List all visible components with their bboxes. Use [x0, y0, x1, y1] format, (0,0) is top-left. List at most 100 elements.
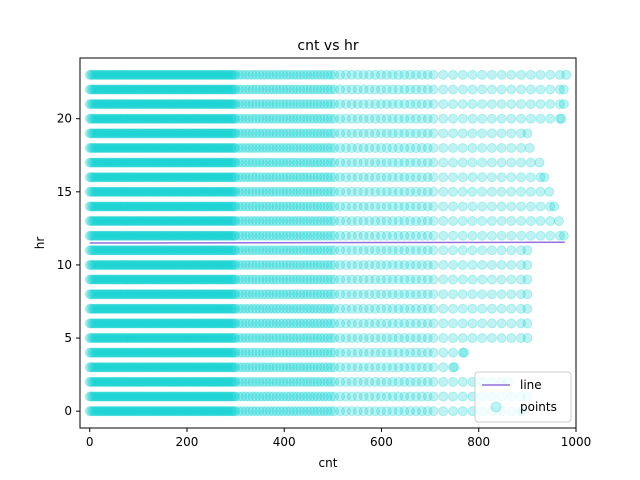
scatter-point — [261, 391, 272, 402]
scatter-point — [457, 172, 468, 183]
scatter-point — [298, 347, 309, 358]
scatter-point — [144, 406, 155, 417]
scatter-point — [438, 230, 449, 241]
scatter-point — [393, 303, 404, 314]
scatter-point — [195, 303, 206, 314]
scatter-point — [94, 391, 105, 402]
scatter-point — [166, 318, 177, 329]
scatter-point — [223, 362, 234, 373]
scatter-point — [87, 303, 98, 314]
scatter-point — [244, 376, 255, 387]
scatter-point — [220, 333, 231, 344]
scatter-point — [271, 362, 282, 373]
scatter-point — [218, 333, 229, 344]
scatter-point — [534, 157, 545, 168]
scatter-point — [218, 376, 229, 387]
scatter-point — [220, 391, 231, 402]
scatter-point — [134, 362, 145, 373]
scatter-point — [285, 333, 296, 344]
scatter-point — [178, 318, 189, 329]
scatter-point — [422, 347, 433, 358]
scatter-point — [428, 113, 439, 124]
scatter-point — [166, 303, 177, 314]
scatter-point — [506, 333, 517, 344]
scatter-point — [268, 406, 279, 417]
scatter-point — [86, 406, 97, 417]
scatter-point — [96, 362, 107, 373]
scatter-point — [135, 318, 146, 329]
scatter-point — [268, 303, 279, 314]
scatter-point — [539, 172, 550, 183]
scatter-point — [251, 333, 262, 344]
scatter-point — [121, 289, 132, 300]
scatter-point — [240, 347, 251, 358]
scatter-point — [141, 376, 152, 387]
scatter-point — [116, 362, 127, 373]
scatter-point — [457, 113, 468, 124]
scatter-point — [178, 289, 189, 300]
scatter-point — [457, 333, 468, 344]
scatter-point — [477, 259, 488, 270]
scatter-point — [208, 376, 219, 387]
scatter-point — [496, 289, 507, 300]
scatter-point — [459, 347, 470, 358]
scatter-point — [305, 376, 316, 387]
scatter-point — [486, 172, 497, 183]
scatter-point — [447, 347, 458, 358]
scatter-point — [308, 347, 319, 358]
scatter-point — [305, 333, 316, 344]
scatter-point — [438, 172, 449, 183]
scatter-point — [221, 347, 232, 358]
scatter-point — [124, 318, 135, 329]
scatter-point — [164, 362, 175, 373]
scatter-point — [183, 391, 194, 402]
scatter-point — [358, 347, 369, 358]
scatter-point — [188, 303, 199, 314]
scatter-point — [157, 347, 168, 358]
scatter-point — [119, 391, 130, 402]
scatter-point — [113, 318, 124, 329]
scatter-point — [411, 303, 422, 314]
scatter-point — [302, 406, 313, 417]
scatter-point — [230, 406, 241, 417]
scatter-point — [146, 318, 156, 329]
scatter-point — [370, 347, 381, 358]
scatter-point — [128, 362, 139, 373]
scatter-point — [208, 391, 219, 402]
scatter-point — [173, 362, 184, 373]
scatter-point — [486, 201, 497, 212]
scatter-point — [86, 362, 97, 373]
scatter-point — [234, 376, 245, 387]
scatter-point — [153, 289, 164, 300]
scatter-point — [214, 318, 225, 329]
scatter-point — [335, 376, 346, 387]
scatter-point — [109, 391, 120, 402]
scatter-point — [302, 318, 313, 329]
scatter-point — [274, 406, 285, 417]
scatter-point — [166, 376, 177, 387]
scatter-point — [118, 318, 129, 329]
scatter-point — [416, 333, 427, 344]
scatter-point — [175, 391, 186, 402]
scatter-point — [113, 347, 124, 358]
scatter-point — [329, 406, 340, 417]
scatter-point — [146, 303, 156, 314]
scatter-point — [525, 69, 536, 80]
scatter-point — [261, 406, 272, 417]
scatter-point — [288, 303, 299, 314]
scatter-point — [477, 113, 488, 124]
scatter-point — [428, 245, 439, 256]
scatter-point — [192, 391, 203, 402]
scatter-point — [86, 391, 97, 402]
scatter-point — [157, 362, 168, 373]
scatter-point — [199, 303, 210, 314]
scatter-point — [205, 333, 216, 344]
scatter-point — [191, 333, 202, 344]
scatter-point — [230, 318, 241, 329]
scatter-point — [322, 376, 333, 387]
scatter-point — [124, 333, 135, 344]
scatter-point — [198, 391, 209, 402]
scatter-point — [112, 362, 123, 373]
scatter-point — [141, 318, 152, 329]
scatter-point — [124, 391, 135, 402]
